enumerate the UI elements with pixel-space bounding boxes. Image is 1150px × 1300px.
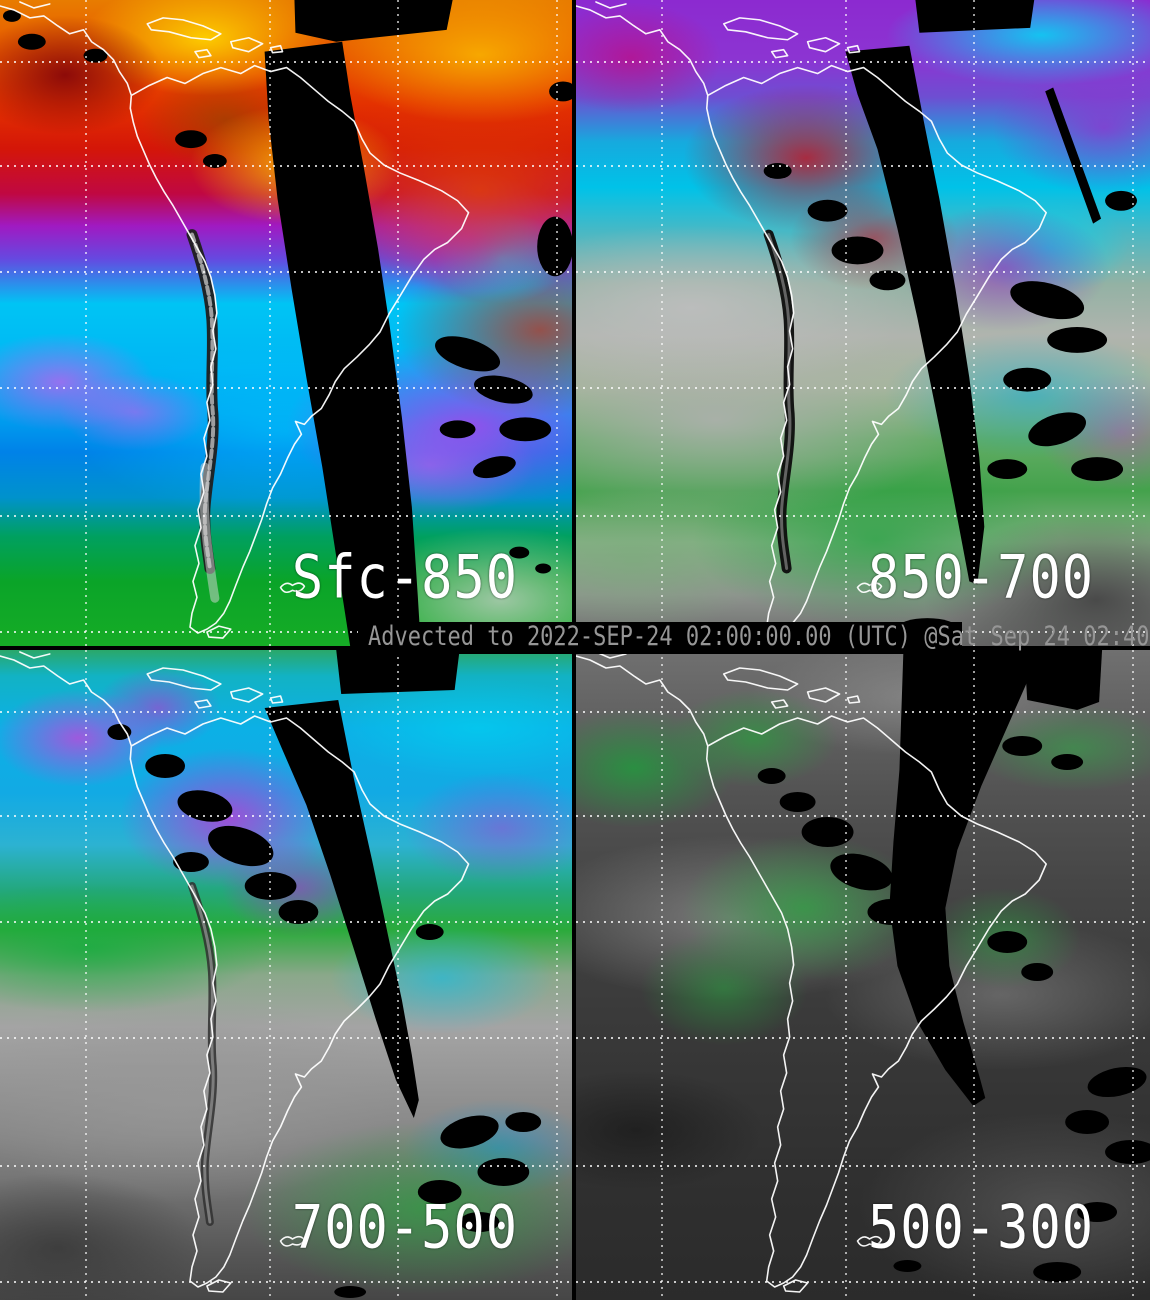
cloud-gap-patches <box>107 724 542 1298</box>
panel-overlay-sfc-850 <box>0 0 572 646</box>
panel-sfc-850: Sfc-850 <box>0 0 572 646</box>
panel-700-500: 700-500 <box>0 650 572 1300</box>
panel-500-300: 500-300 <box>576 650 1150 1300</box>
timestamp-banner: Advected to 2022-SEP-24 02:00:00.00 (UTC… <box>368 622 1150 653</box>
panel-850-700: 850-700 <box>576 0 1150 646</box>
layer-label-850-700: 850-700 <box>867 543 1095 613</box>
timestamp-banner-background <box>358 622 962 654</box>
layer-label-sfc-850: Sfc-850 <box>291 543 519 613</box>
cloud-gap-patches <box>2 9 572 574</box>
moisture-imagery-700-500 <box>0 650 572 1300</box>
layer-label-700-500: 700-500 <box>291 1193 519 1263</box>
data-gap-swath <box>264 0 453 646</box>
data-gap-swath <box>889 650 1103 1106</box>
layer-label-500-300: 500-300 <box>867 1193 1095 1263</box>
